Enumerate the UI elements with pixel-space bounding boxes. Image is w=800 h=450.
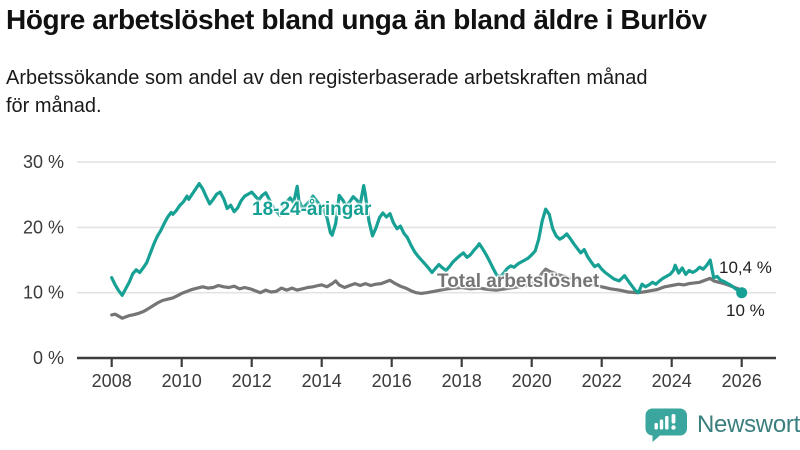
x-axis-tick-label: 2024 — [652, 371, 692, 391]
y-axis-tick-label: 30 % — [23, 152, 64, 172]
x-axis-tick-label: 2020 — [512, 371, 552, 391]
x-axis-tick-label: 2016 — [372, 371, 412, 391]
end-value-label-total: 10,4 % — [719, 258, 772, 277]
chart-subtitle: Arbetssökande som andel av den registerb… — [6, 64, 776, 121]
x-axis-tick-label: 2026 — [722, 371, 762, 391]
series-label-total: Total arbetslöshet — [437, 271, 600, 292]
subtitle-line-1: Arbetssökande som andel av den registerb… — [6, 67, 648, 89]
x-axis-tick-label: 2008 — [92, 371, 132, 391]
bar-chart-speech-bubble-icon — [645, 408, 687, 442]
y-axis-tick-label: 0 % — [33, 348, 64, 368]
x-axis-tick-label: 2010 — [162, 371, 202, 391]
chart-title: Högre arbetslöshet bland unga än bland ä… — [6, 4, 707, 35]
subtitle-line-2: för månad. — [6, 95, 102, 118]
series-label-18-24: 18-24-åringar — [252, 199, 372, 220]
newsworthy-logo: Newsworthy — [645, 408, 800, 442]
series-end-dot — [736, 287, 748, 299]
brand-name: Newsworthy — [697, 411, 800, 438]
y-axis-tick-label: 10 % — [23, 283, 64, 303]
end-value-label-18-24: 10 % — [726, 301, 765, 320]
x-axis-tick-label: 2012 — [232, 371, 272, 391]
series-line-total-arbetsl-shet — [110, 267, 744, 320]
x-axis-tick-label: 2014 — [302, 371, 342, 391]
series-line-18-24-ringar — [110, 182, 744, 297]
y-axis-tick-label: 20 % — [23, 217, 64, 237]
x-axis-tick-label: 2018 — [442, 371, 482, 391]
x-axis-tick-label: 2022 — [582, 371, 622, 391]
